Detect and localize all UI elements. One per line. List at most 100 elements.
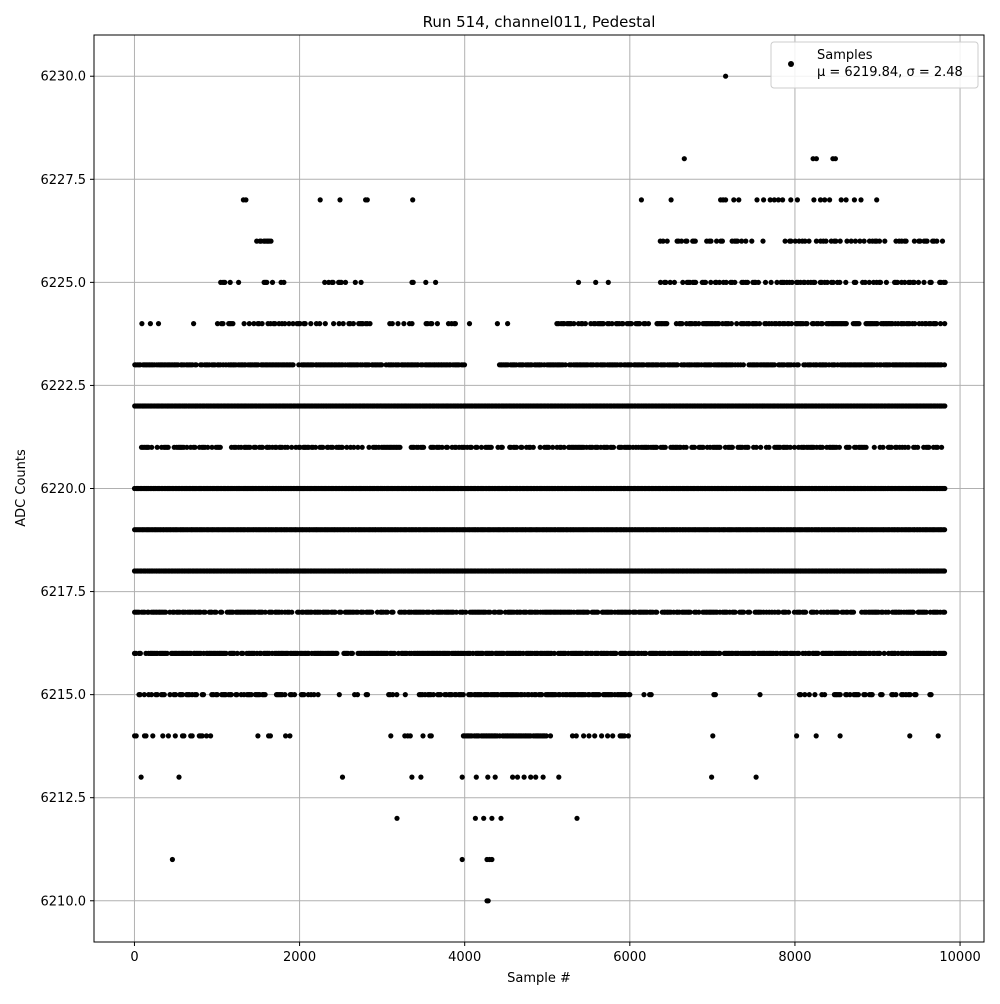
data-point	[220, 321, 226, 327]
y-tick-label: 6220.0	[41, 482, 87, 497]
data-point	[562, 362, 569, 368]
data-point	[217, 444, 223, 450]
data-point	[379, 362, 385, 368]
data-point	[610, 444, 617, 450]
data-point	[272, 321, 278, 327]
data-point	[714, 238, 720, 244]
data-point	[394, 692, 400, 698]
data-point	[846, 444, 852, 450]
data-point	[498, 815, 504, 821]
data-point	[259, 444, 266, 450]
data-point	[401, 321, 407, 327]
data-point	[767, 197, 773, 203]
data-point	[907, 692, 913, 698]
data-point	[843, 321, 849, 327]
data-point	[246, 321, 252, 327]
data-point	[791, 444, 798, 450]
data-point	[853, 279, 859, 285]
data-point	[942, 650, 948, 657]
data-point	[251, 321, 257, 327]
data-point	[533, 774, 539, 780]
data-point	[191, 321, 197, 327]
data-point	[573, 733, 579, 739]
data-point	[423, 279, 429, 285]
y-tick-label: 6212.5	[41, 791, 87, 806]
data-point	[942, 279, 948, 285]
data-point	[911, 238, 918, 244]
data-point	[788, 197, 794, 203]
data-point	[155, 321, 162, 327]
data-point	[941, 568, 948, 574]
data-point	[164, 650, 170, 657]
data-point	[888, 444, 894, 450]
data-point	[459, 774, 465, 780]
data-point	[223, 650, 229, 657]
data-point	[505, 321, 511, 327]
data-point	[262, 609, 268, 615]
data-point	[473, 774, 479, 780]
data-point	[812, 279, 818, 285]
data-point	[921, 279, 927, 285]
data-point	[438, 692, 444, 698]
data-point	[227, 279, 233, 285]
data-point	[753, 774, 759, 780]
data-point	[459, 856, 465, 863]
data-point	[885, 609, 891, 615]
data-point	[234, 692, 240, 698]
data-point	[923, 609, 929, 615]
data-point	[514, 774, 521, 780]
data-point	[663, 279, 669, 285]
data-point	[283, 733, 289, 739]
data-point	[205, 444, 211, 450]
data-point	[877, 279, 884, 285]
data-point	[654, 444, 660, 450]
data-point	[468, 444, 474, 450]
data-point	[149, 444, 155, 450]
data-point	[338, 609, 344, 615]
data-point	[933, 321, 939, 327]
data-point	[621, 733, 628, 739]
y-tick-label: 6210.0	[41, 894, 87, 909]
data-point	[907, 733, 913, 739]
data-point	[173, 692, 179, 698]
data-point	[291, 692, 298, 698]
data-point	[645, 321, 652, 327]
data-point	[638, 197, 645, 203]
data-point	[613, 650, 619, 657]
tick-layer: 0 2000 4000 6000 8000 100006210.06212.56215.0…	[41, 70, 981, 965]
data-point	[702, 279, 709, 285]
data-point	[874, 321, 880, 327]
data-point	[942, 527, 948, 533]
data-point	[696, 609, 702, 615]
data-point	[489, 856, 495, 863]
x-axis-label: Sample #	[507, 971, 571, 986]
data-point	[181, 733, 187, 739]
data-point	[761, 197, 767, 203]
data-point	[338, 279, 344, 285]
data-point	[667, 279, 673, 285]
data-point	[569, 733, 576, 739]
data-point	[734, 238, 741, 244]
data-point	[509, 774, 516, 780]
data-point	[596, 692, 602, 698]
data-point	[732, 609, 738, 615]
data-point	[628, 321, 635, 327]
data-point	[717, 444, 723, 450]
data-point	[539, 692, 545, 698]
data-point	[679, 321, 685, 327]
data-point	[741, 609, 747, 615]
data-point	[716, 321, 722, 327]
data-point	[267, 733, 273, 739]
data-point	[262, 692, 268, 698]
data-point	[830, 279, 836, 285]
data-point	[754, 197, 760, 203]
data-point	[290, 321, 296, 327]
data-point	[823, 238, 829, 244]
data-point	[745, 444, 751, 450]
data-point	[320, 444, 326, 450]
data-point	[281, 279, 287, 285]
data-point	[253, 444, 259, 450]
data-point	[641, 692, 647, 698]
data-point	[167, 692, 173, 698]
data-point	[366, 444, 372, 450]
